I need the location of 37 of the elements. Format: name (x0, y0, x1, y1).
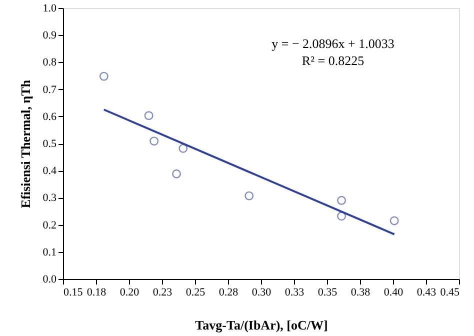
x-tick-label: 0.30 (252, 286, 272, 298)
point (337, 196, 346, 205)
y-tick-label: 0.9 (42, 30, 57, 42)
point (337, 212, 346, 221)
y-tick-label: 0.0 (42, 274, 57, 286)
y-tick-label: 0.7 (42, 84, 57, 96)
point (99, 72, 108, 81)
point (172, 169, 181, 178)
x-tick-label: 0.20 (120, 286, 140, 298)
annotation: y = − 2.0896x + 1.0033 (272, 36, 394, 51)
y-tick-label: 0.4 (42, 165, 57, 178)
point (178, 144, 188, 153)
y-tick-label: 0.6 (42, 110, 57, 123)
y-tick-label: 0.2 (42, 219, 56, 232)
x-tick-label: 0.15 (64, 286, 84, 298)
y-tick-label: 0.8 (42, 56, 57, 69)
x-tick-label: 0.43 (416, 286, 437, 298)
point (144, 111, 154, 120)
y-tick-label: 0.3 (42, 192, 57, 204)
point (150, 136, 159, 146)
x-tick-label: 0.38 (350, 286, 371, 298)
x-tick-label: 0.45 (440, 286, 460, 298)
point (244, 191, 254, 200)
x-tick-label: 0.40 (384, 286, 404, 298)
x-tick-label: 0.35 (318, 286, 338, 298)
x-axis-title: Tavg-Ta/(IbAr), [oC/W] (195, 318, 328, 332)
annotation: R² = 0.8225 (302, 53, 364, 68)
x-tick-label: 0.25 (186, 286, 206, 298)
x-tick-label: 0.28 (218, 286, 239, 298)
x-tick-label: 0.33 (284, 286, 305, 298)
x-tick-label: 0.23 (152, 286, 173, 298)
y-tick-label: 1.0 (42, 2, 57, 14)
y-tick-label: 0.1 (42, 246, 56, 258)
x-tick-label: 0.18 (86, 286, 107, 298)
point (390, 216, 399, 226)
y-axis-title: Efisiensi Thermal, ηTh (18, 79, 33, 208)
y-tick-label: 0.5 (42, 138, 57, 150)
